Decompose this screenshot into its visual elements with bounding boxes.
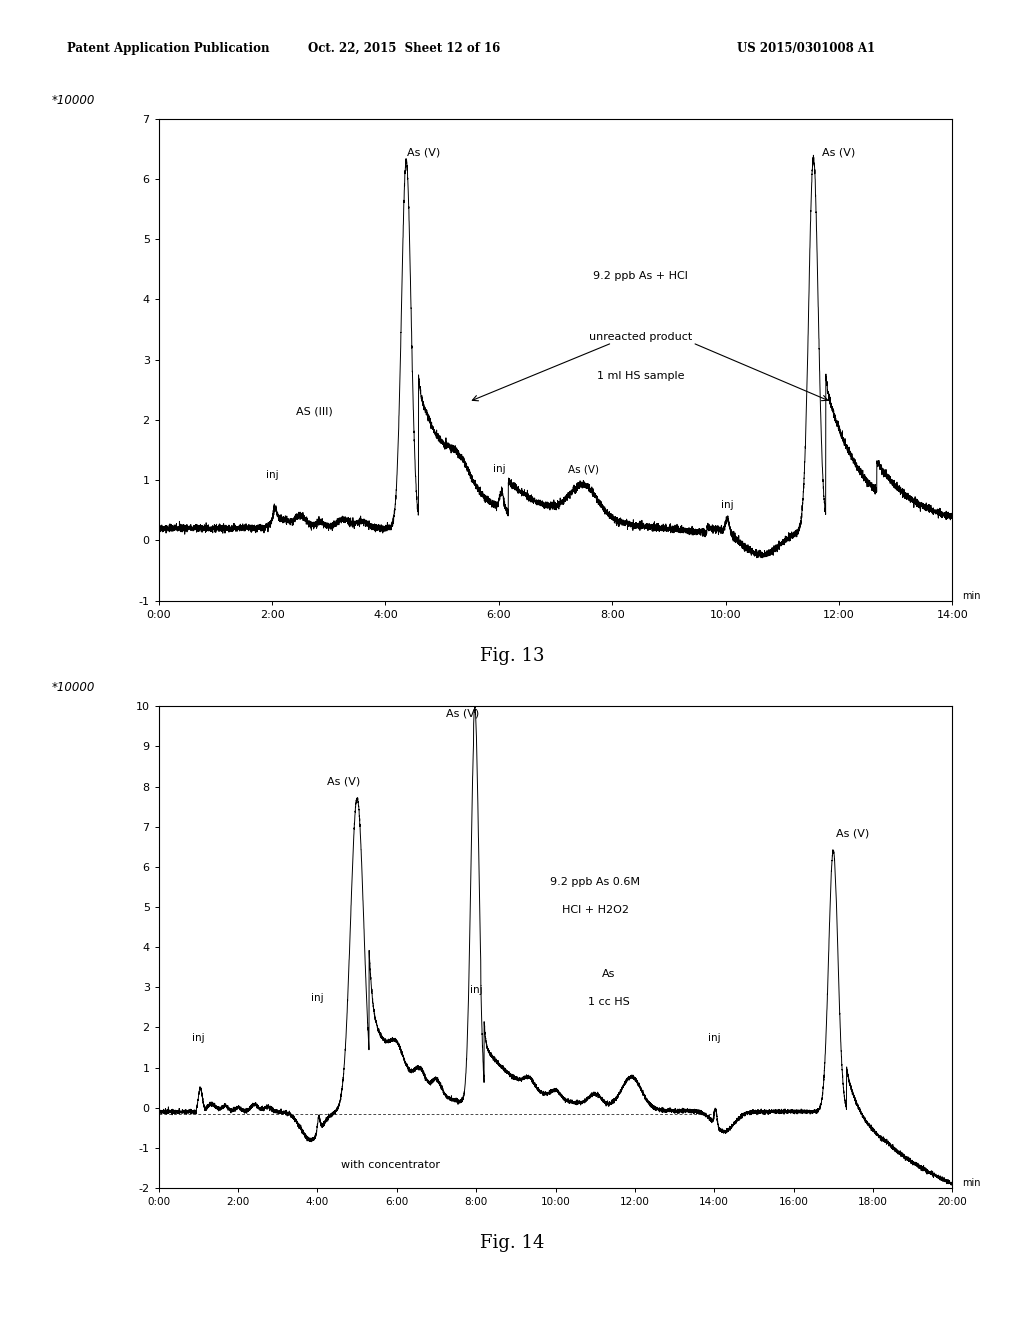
Text: As (V): As (V) (837, 829, 869, 838)
Text: inj: inj (721, 500, 734, 511)
Text: unreacted product: unreacted product (589, 331, 692, 342)
Text: min: min (963, 1177, 981, 1188)
Text: inj: inj (266, 470, 279, 480)
Text: Fig. 14: Fig. 14 (480, 1234, 544, 1253)
Text: inj: inj (193, 1034, 205, 1043)
Text: inj: inj (470, 985, 482, 995)
Text: Patent Application Publication: Patent Application Publication (67, 42, 269, 55)
Text: *10000: *10000 (51, 681, 95, 694)
Text: HCl + H2O2: HCl + H2O2 (562, 906, 629, 915)
Text: inj: inj (311, 994, 324, 1003)
Text: As: As (602, 969, 615, 979)
Text: As (V): As (V) (446, 709, 479, 718)
Text: inj: inj (708, 1034, 721, 1043)
Text: As (V): As (V) (328, 776, 360, 787)
Text: US 2015/0301008 A1: US 2015/0301008 A1 (737, 42, 876, 55)
Text: with concentrator: with concentrator (341, 1160, 439, 1170)
Text: Oct. 22, 2015  Sheet 12 of 16: Oct. 22, 2015 Sheet 12 of 16 (308, 42, 501, 55)
Text: As (V): As (V) (407, 148, 440, 158)
Text: 9.2 ppb As + HCl: 9.2 ppb As + HCl (593, 272, 688, 281)
Text: As (V): As (V) (822, 148, 856, 158)
Text: AS (III): AS (III) (296, 407, 333, 417)
Text: min: min (962, 590, 980, 601)
Text: 9.2 ppb As 0.6M: 9.2 ppb As 0.6M (550, 876, 640, 887)
Text: Fig. 13: Fig. 13 (480, 647, 544, 665)
Text: inj: inj (493, 465, 505, 474)
Text: 1 ml HS sample: 1 ml HS sample (597, 371, 684, 380)
Text: 1 cc HS: 1 cc HS (588, 998, 630, 1007)
Text: As (V): As (V) (568, 465, 599, 474)
Text: *10000: *10000 (51, 94, 95, 107)
